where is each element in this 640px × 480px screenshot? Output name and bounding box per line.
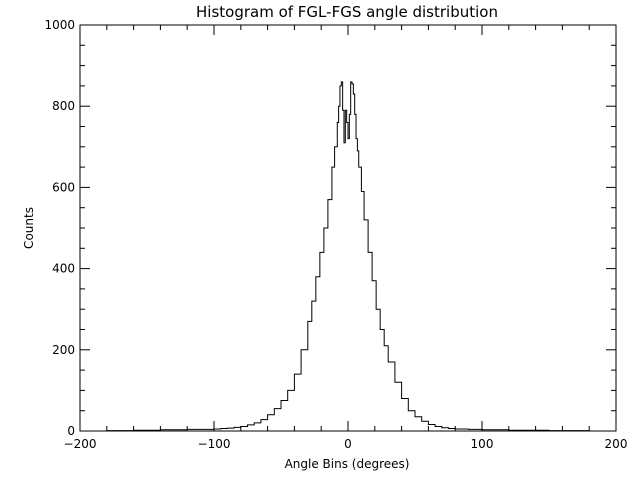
plot-frame	[79, 24, 617, 432]
x-tick-label: 0	[344, 437, 352, 451]
axis-ticks	[79, 24, 617, 432]
y-tick-label: 200	[52, 343, 75, 357]
y-tick-label: 600	[52, 180, 75, 194]
y-tick-label: 0	[67, 424, 75, 438]
y-axis-label: Counts	[22, 207, 36, 249]
x-tick-label: −100	[198, 437, 231, 451]
x-tick-label: −200	[64, 437, 97, 451]
x-axis-label: Angle Bins (degrees)	[285, 457, 410, 471]
axis-tick-labels: −200 −100 0 100 200 0 200 400 600 800 1000	[44, 18, 627, 451]
x-tick-label: 100	[471, 437, 494, 451]
y-tick-label: 400	[52, 262, 75, 276]
series-line	[106, 81, 590, 432]
x-tick-label: 200	[605, 437, 628, 451]
y-tick-label: 1000	[44, 18, 75, 32]
chart-title: Histogram of FGL-FGS angle distribution	[196, 3, 498, 21]
y-tick-label: 800	[52, 99, 75, 113]
